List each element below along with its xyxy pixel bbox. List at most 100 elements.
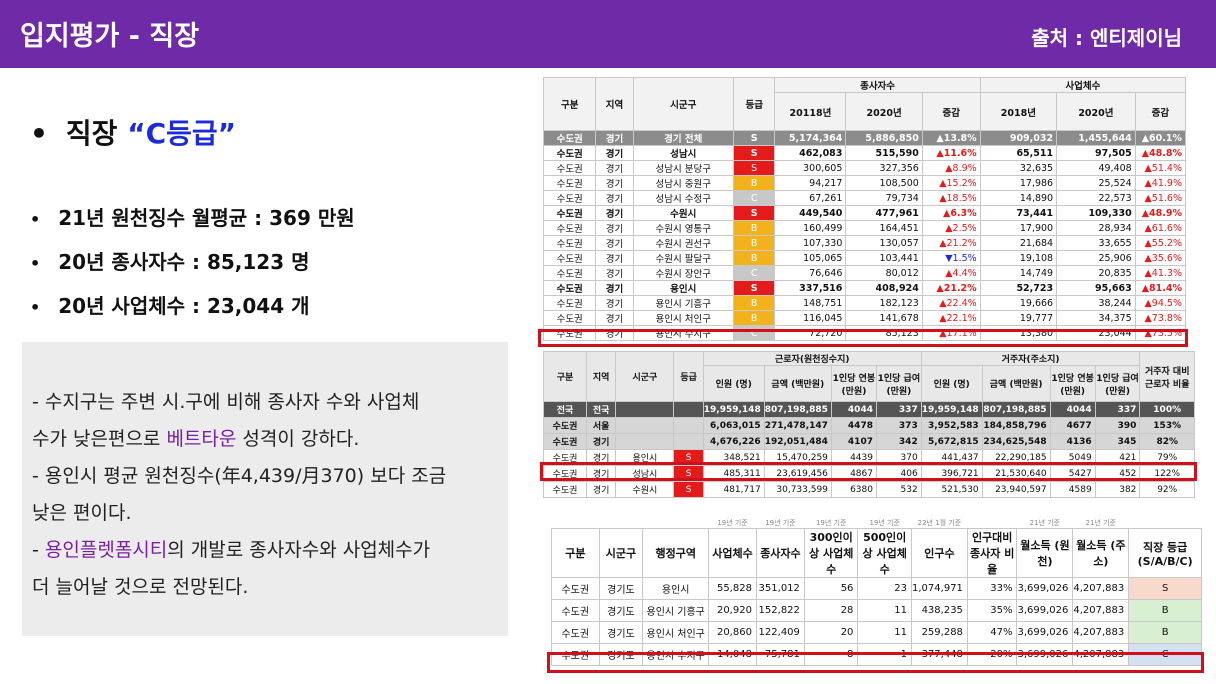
table-cell: ▲73.8%: [1134, 310, 1187, 326]
table-cell: 5,672,815: [920, 433, 983, 450]
col-header: 2020년: [845, 92, 923, 131]
table-cell: 경기: [595, 220, 634, 236]
table-cell: 경기: [595, 145, 634, 161]
table-row: 수도권 경기 용인시 S 337,516 408,924 ▲21.2% 52,723 95,66…: [542, 280, 1187, 296]
table-cell: [615, 433, 675, 450]
table-note: 19년 기준: [869, 519, 900, 527]
table-cell: 8: [803, 643, 859, 666]
table-cell: 396,721: [920, 465, 983, 482]
table-cell: 337: [875, 401, 922, 418]
table-cell: 55,828: [708, 577, 757, 600]
table-cell: ▲18.5%: [921, 190, 981, 206]
main-bullet-label: 직장: [65, 117, 128, 150]
grade-badge: B: [732, 250, 776, 266]
table-cell: 33%: [966, 577, 1018, 600]
table-cell: 경기: [595, 265, 634, 281]
table-cell: 3,699,026: [1016, 643, 1074, 666]
stat-item: • 21년 원천징수 월평균 : 369 만원: [30, 206, 355, 230]
col-header: 20118년: [774, 92, 847, 131]
table-cell: 수도권: [542, 205, 597, 221]
col-header: 2018년: [979, 92, 1058, 131]
table-note: 21년 기준: [1029, 519, 1061, 527]
table-cell: 382: [1094, 481, 1141, 498]
col-header: 월소득 (주소): [1072, 528, 1130, 578]
table-cell: 3,699,026: [1016, 599, 1074, 622]
table-cell: 76,646: [774, 265, 847, 281]
table-cell: 94,217: [774, 175, 847, 191]
table-cell: ▲51.4%: [1134, 160, 1187, 176]
table-cell: 377,448: [910, 643, 968, 666]
table-cell: ▲48.9%: [1134, 205, 1187, 221]
table-cell: 성남시: [632, 145, 734, 161]
table-cell: 수도권: [551, 621, 600, 644]
table-cell: 373: [875, 417, 922, 434]
table-cell: 5049: [1049, 449, 1096, 466]
table-cell: 20,920: [708, 599, 757, 622]
note-box: - 수지구는 주변 시.구에 비해 종사자 수와 사업체 수가 낮은편으로 베트…: [22, 342, 508, 636]
table-cell: ▲4.4%: [921, 265, 981, 281]
table-cell: 경기도: [598, 643, 644, 666]
table-cell: ▲17.1%: [921, 325, 981, 341]
grade-cell: B: [1128, 621, 1202, 644]
table-cell: 234,625,548: [981, 433, 1051, 450]
table-cell: 11: [857, 599, 912, 622]
col-header: 2020년: [1056, 92, 1136, 131]
col-header: 증감: [1134, 92, 1187, 131]
grade-badge: S: [732, 205, 776, 221]
table-cell: 3,952,583: [920, 417, 983, 434]
table-row: 수도권 경기 용인시 기흥구 B 148,751 182,123 ▲22.4% 19,666 3…: [542, 295, 1187, 311]
table-cell: 전국: [543, 401, 587, 418]
table-cell: 370: [875, 449, 922, 466]
table-cell: 49,408: [1056, 160, 1136, 176]
table-cell: 수도권: [551, 599, 600, 622]
col-group-header: 사업체수: [979, 77, 1187, 93]
table-cell: 19,959,148: [920, 401, 983, 418]
table-cell: 109,330: [1056, 205, 1136, 221]
col-header: 500인이상 사업체수: [857, 528, 912, 578]
table-cell: 65,511: [979, 145, 1058, 161]
table-cell: 13,380: [979, 325, 1058, 341]
table-cell: 수도권: [543, 465, 587, 482]
col-header: 거주자 대비 근로자 비율: [1139, 351, 1195, 402]
table-cell: 141,678: [845, 310, 923, 326]
note-line: 낮은 편이다.: [32, 502, 132, 524]
table-cell: ▲21.2%: [921, 280, 981, 296]
table-row: 수도권 경기 수원시 영통구 B 160,499 164,451 ▲2.5% 17,900 28…: [542, 220, 1187, 236]
table-cell: 47%: [966, 621, 1018, 644]
table-cell: 수원시 권선구: [632, 235, 734, 251]
table-cell: 경기: [595, 250, 634, 266]
table-cell: 수도권: [542, 280, 597, 296]
table-cell: 경기: [595, 295, 634, 311]
table-cell: 경기: [595, 280, 634, 296]
table-cell: 경기도: [598, 599, 644, 622]
table-cell: 72,720: [774, 325, 847, 341]
table-cell: 3,699,026: [1016, 621, 1074, 644]
grade-badge: S: [732, 280, 776, 296]
table-cell: ▲2.5%: [921, 220, 981, 236]
table-cell: 21,684: [979, 235, 1058, 251]
table-cell: 수도권: [543, 417, 587, 434]
table-cell: 5427: [1049, 465, 1096, 482]
table-note: 19년 기준: [815, 519, 847, 527]
table-cell: 성남시: [615, 465, 675, 482]
table-cell: 909,032: [979, 130, 1058, 146]
table-cell: 19,666: [979, 295, 1058, 311]
col-header: 사업체수: [708, 528, 757, 578]
table-row: 수도권 경기 4,676,226 192,051,484 4107 342 5,672,81…: [543, 433, 1195, 450]
table-cell: 408,924: [845, 280, 923, 296]
table-cell: ▲22.1%: [921, 310, 981, 326]
table-cell: 25,906: [1056, 250, 1136, 266]
table-cell: ▲13.8%: [921, 130, 981, 146]
table-row: 수도권 경기 성남시 중원구 B 94,217 108,500 ▲15.2% 17,986 25…: [542, 175, 1187, 191]
stat-text: 21년 원천징수 월평균 : 369 만원: [58, 206, 355, 230]
table-cell: 92%: [1139, 481, 1195, 498]
table-cell: 807,198,885: [981, 401, 1051, 418]
table-cell: ▲6.3%: [921, 205, 981, 221]
stats-list: • 21년 원천징수 월평균 : 369 만원 • 20년 종사자수 : 85,12…: [30, 200, 355, 332]
table-cell: 406: [875, 465, 922, 482]
table-cell: 449,540: [774, 205, 847, 221]
table-note: 22년 1월 기준: [917, 519, 962, 527]
table-cell: 75,781: [755, 643, 805, 666]
grade-cell: B: [1128, 599, 1202, 622]
table-note: 21년 기준: [1085, 519, 1117, 527]
